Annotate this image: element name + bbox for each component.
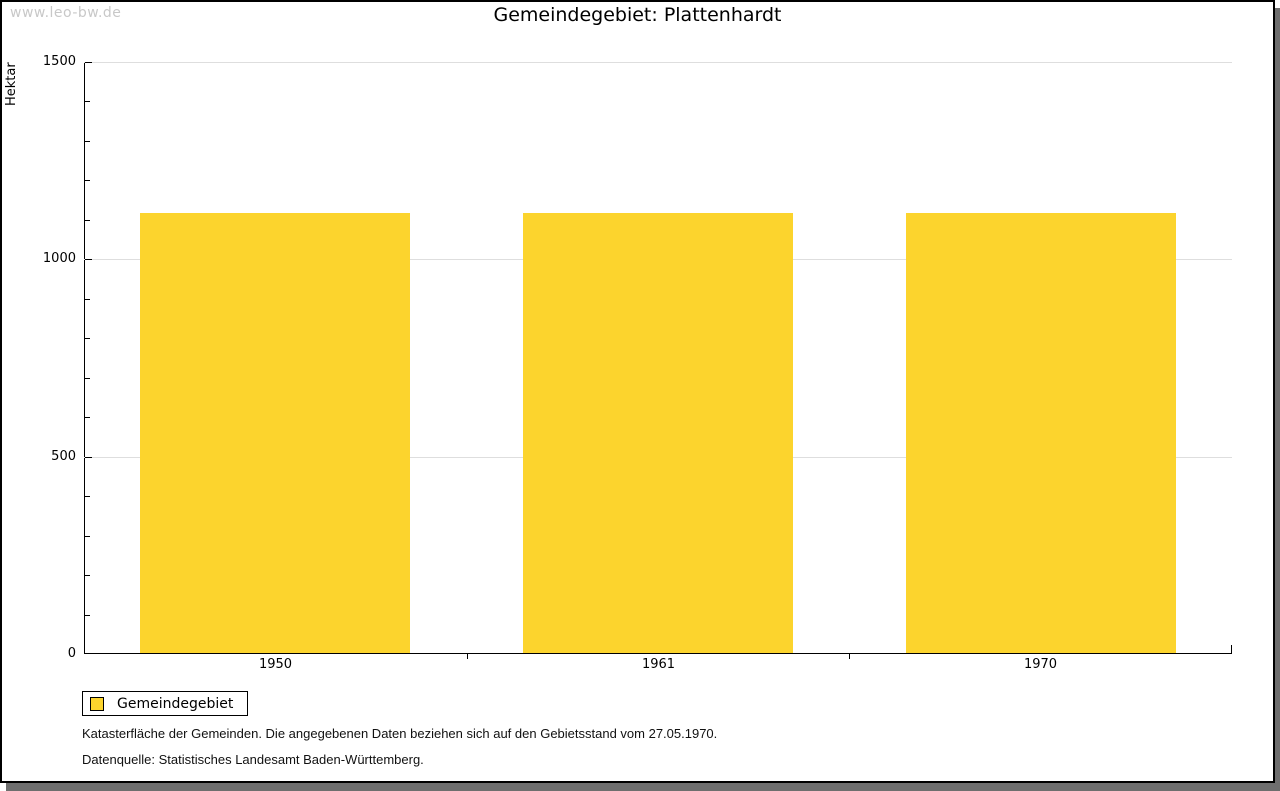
x-boundary-tick-2	[849, 654, 850, 659]
y-tick-minor-1300	[85, 141, 90, 142]
x-category-label-1950: 1950	[258, 657, 293, 672]
x-axis-end-cap	[1231, 645, 1232, 654]
y-tick-minor-300	[85, 536, 90, 537]
y-tick-minor-100	[85, 615, 90, 616]
x-boundary-tick-1	[467, 654, 468, 659]
bar-1970	[906, 213, 1176, 653]
plot-area: 0 500 1000 1500 1950 1961 1970	[43, 54, 1232, 672]
legend-box: Gemeindegebiet	[82, 691, 249, 716]
bar-1961	[523, 213, 793, 653]
watermark-url: www.leo-bw.de	[10, 5, 122, 21]
y-tick-major-1000	[85, 259, 92, 260]
y-tick-minor-600	[85, 417, 90, 418]
y-tick-minor-800	[85, 338, 90, 339]
y-tick-minor-1100	[85, 220, 90, 221]
x-category-label-1961: 1961	[641, 657, 676, 672]
x-category-label-1970: 1970	[1023, 657, 1058, 672]
y-tick-minor-200	[85, 575, 90, 576]
bar-1950	[140, 213, 410, 653]
y-tick-label-500: 500	[51, 449, 76, 464]
legend-label: Gemeindegebiet	[117, 695, 234, 712]
y-tick-minor-700	[85, 378, 90, 379]
footnote-source-info: Katasterfläche der Gemeinden. Die angege…	[82, 726, 718, 741]
y-tick-label-1000: 1000	[42, 251, 76, 266]
y-axis-title: Hektar	[4, 62, 19, 106]
chart-title: Gemeindegebiet: Plattenhardt	[493, 4, 782, 26]
y-tick-label-1500: 1500	[42, 54, 76, 69]
y-tick-major-500	[85, 457, 92, 458]
y-tick-minor-400	[85, 496, 90, 497]
y-tick-label-0: 0	[67, 646, 76, 661]
footnote-data-source: Datenquelle: Statistisches Landesamt Bad…	[82, 752, 424, 767]
y-tick-major-1500	[85, 62, 92, 63]
y-tick-minor-1400	[85, 101, 90, 102]
x-axis-line	[84, 653, 1232, 654]
y-tick-minor-900	[85, 299, 90, 300]
legend-swatch-gemeindegebiet	[90, 696, 104, 711]
gridline-1500	[84, 62, 1232, 63]
y-tick-minor-1200	[85, 180, 90, 181]
y-axis-line	[84, 62, 85, 654]
